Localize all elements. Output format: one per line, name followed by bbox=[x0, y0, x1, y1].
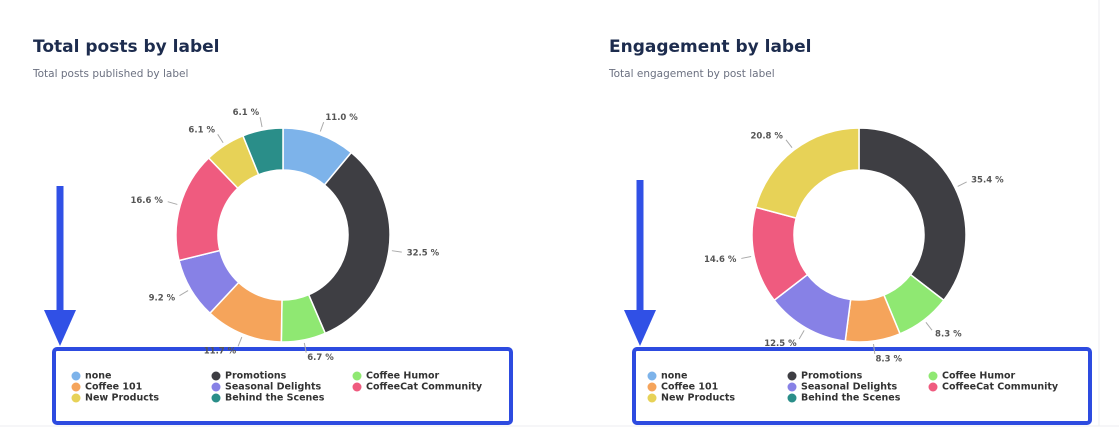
value-label: 8.3 % bbox=[935, 330, 962, 340]
value-label: 6.1 % bbox=[188, 126, 215, 136]
chart-subtitle: Total engagement by post label bbox=[608, 68, 775, 80]
legend-swatch bbox=[787, 393, 797, 403]
value-label: 20.8 % bbox=[750, 131, 783, 141]
leader-line bbox=[167, 201, 178, 205]
legend-label: Behind the Scenes bbox=[801, 393, 901, 404]
leader-line bbox=[217, 134, 224, 143]
legend-swatch bbox=[647, 393, 657, 403]
chart-subtitle: Total posts published by label bbox=[32, 68, 188, 80]
leader-line bbox=[741, 255, 752, 259]
legend-swatch bbox=[71, 393, 81, 403]
leader-line bbox=[872, 343, 876, 355]
legend-label: Seasonal Delights bbox=[801, 382, 898, 393]
legend-label: Coffee Humor bbox=[366, 371, 440, 382]
highlight-box bbox=[52, 347, 513, 425]
legend-label: none bbox=[661, 371, 688, 382]
legend-label: New Products bbox=[85, 393, 159, 404]
legend-swatch bbox=[787, 371, 797, 381]
donut-slice bbox=[754, 127, 860, 220]
value-label: 9.2 % bbox=[149, 294, 176, 304]
value-label: 12.5 % bbox=[764, 339, 797, 349]
leader-line bbox=[303, 342, 307, 353]
leader-line bbox=[391, 250, 402, 253]
legend-label: Seasonal Delights bbox=[225, 382, 322, 393]
leader-line bbox=[237, 336, 243, 347]
legend-swatch bbox=[71, 371, 81, 381]
legend-swatch bbox=[928, 371, 938, 381]
value-label: 6.7 % bbox=[307, 353, 334, 363]
leader-line bbox=[259, 117, 263, 128]
value-label: 6.1 % bbox=[233, 108, 260, 118]
highlight-box bbox=[632, 347, 1092, 425]
leader-line bbox=[925, 321, 933, 331]
leader-line bbox=[319, 121, 325, 132]
legend-swatch bbox=[928, 382, 938, 392]
legend-swatch bbox=[211, 371, 221, 381]
chart-title: Engagement by label bbox=[609, 37, 811, 57]
value-label: 8.3 % bbox=[875, 354, 902, 364]
legend-label: Promotions bbox=[801, 371, 863, 382]
donut-slice bbox=[858, 127, 967, 302]
donut-slice bbox=[307, 151, 391, 335]
legend-label: CoffeeCat Community bbox=[942, 382, 1059, 393]
legend-swatch bbox=[647, 371, 657, 381]
legend-label: CoffeeCat Community bbox=[366, 382, 483, 393]
legend-label: New Products bbox=[661, 393, 735, 404]
legend-swatch bbox=[352, 382, 362, 392]
leader-line bbox=[179, 290, 189, 297]
value-label: 11.7 % bbox=[204, 346, 237, 356]
value-label: 32.5 % bbox=[407, 248, 440, 258]
legend-label: Behind the Scenes bbox=[225, 393, 325, 404]
legend-swatch bbox=[647, 382, 657, 392]
value-label: 11.0 % bbox=[325, 113, 358, 123]
legend-swatch bbox=[211, 393, 221, 403]
legend-swatch bbox=[211, 382, 221, 392]
legend-label: Coffee 101 bbox=[661, 382, 718, 393]
legend-label: Coffee 101 bbox=[85, 382, 142, 393]
leader-line bbox=[957, 181, 967, 187]
arrow bbox=[624, 180, 656, 346]
value-label: 14.6 % bbox=[704, 255, 737, 265]
legend-label: none bbox=[85, 371, 112, 382]
arrow bbox=[44, 186, 76, 346]
legend-label: Coffee Humor bbox=[942, 371, 1016, 382]
chart-title: Total posts by label bbox=[33, 37, 220, 57]
leader-line bbox=[798, 330, 805, 340]
legend-swatch bbox=[352, 371, 362, 381]
legend-label: Promotions bbox=[225, 371, 287, 382]
donut-slice bbox=[241, 127, 284, 176]
leader-line bbox=[785, 139, 793, 149]
legend-swatch bbox=[787, 382, 797, 392]
legend-swatch bbox=[71, 382, 81, 392]
value-label: 16.6 % bbox=[130, 196, 163, 206]
value-label: 35.4 % bbox=[971, 175, 1004, 185]
